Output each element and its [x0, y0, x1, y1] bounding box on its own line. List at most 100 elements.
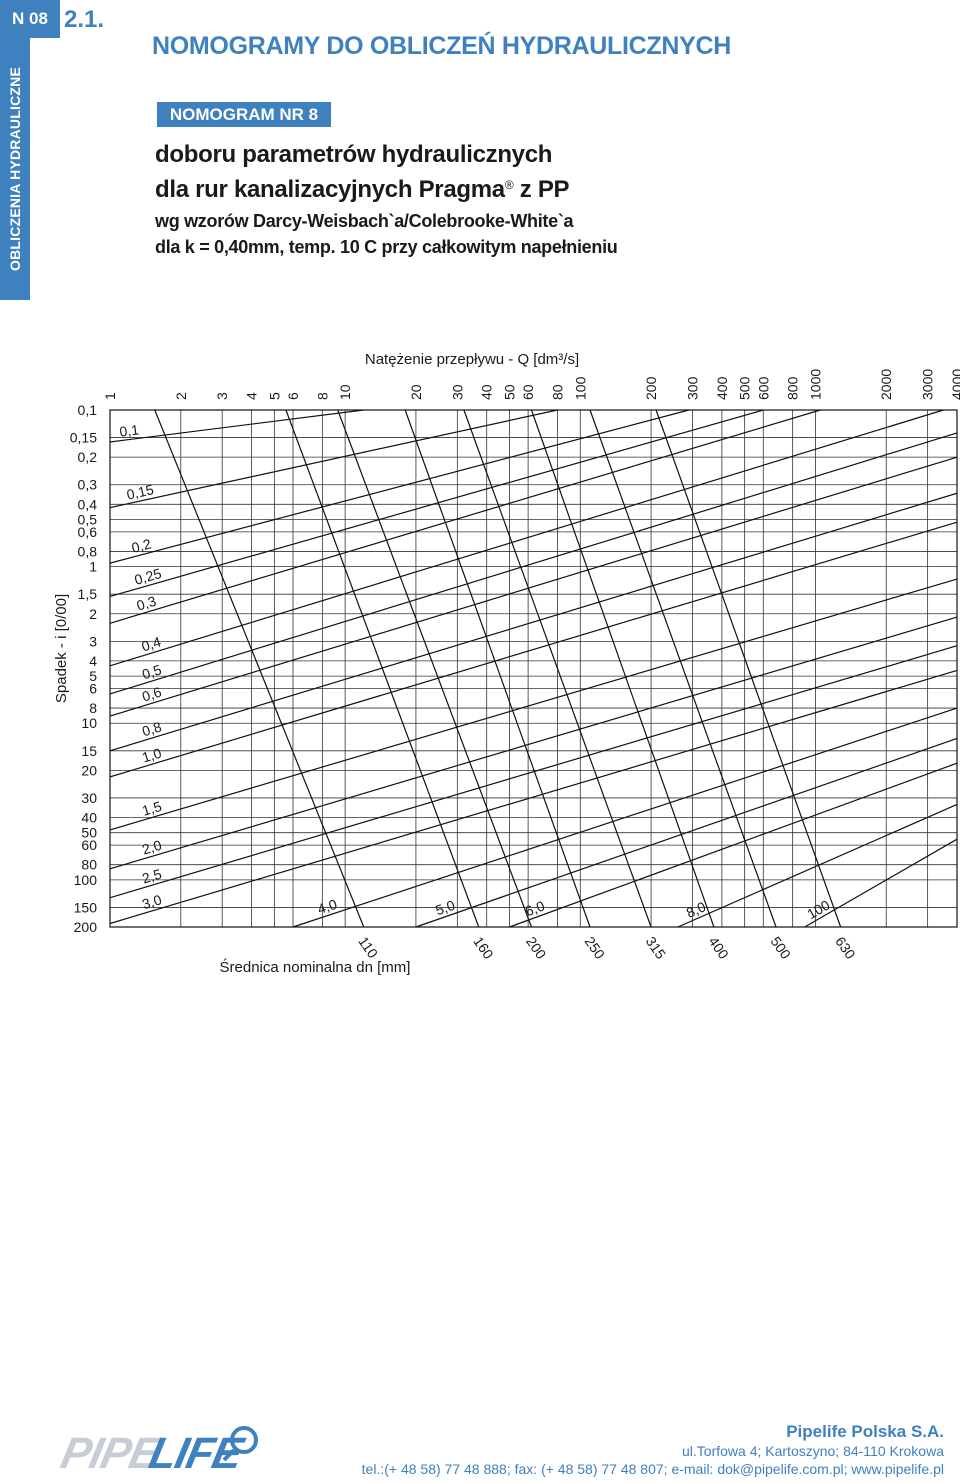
- nomogram-badge: NOMOGRAM NR 8: [157, 102, 331, 127]
- x-tick-label: 30: [449, 384, 465, 400]
- diameter-label: 110: [355, 934, 381, 962]
- diameter-line: [154, 409, 365, 928]
- velocity-line: [109, 456, 958, 717]
- x-tick-label: 3000: [920, 369, 936, 400]
- subtitle-line-1: doboru parametrów hydraulicznych: [155, 141, 553, 168]
- diameter-label: 200: [523, 934, 550, 962]
- y-tick-label: 1,5: [78, 586, 98, 602]
- diameter-label: 250: [582, 934, 609, 962]
- velocity-line: [109, 409, 764, 598]
- x-axis-label: Natężenie przepływu - Q [dm³/s]: [365, 351, 579, 368]
- velocity-line: [109, 521, 958, 778]
- x-tick-label: 40: [479, 384, 495, 400]
- velocity-line: [109, 409, 944, 667]
- pipelife-logo: PIPE LIFE: [48, 1416, 268, 1478]
- x-tick-label: 60: [520, 384, 536, 400]
- x-tick-label: 4: [244, 392, 260, 400]
- y-tick-label: 0,5: [78, 511, 98, 527]
- diameter-label: 630: [832, 934, 859, 962]
- diameter-axis-label: Średnica nominalna dn [mm]: [220, 958, 411, 976]
- velocity-line: [109, 492, 958, 752]
- x-tick-label: 2: [173, 392, 189, 400]
- velocity-line: [109, 409, 690, 564]
- company-address: ul.Torfowa 4; Kartoszyno; 84-110 Krokowa: [682, 1443, 944, 1459]
- y-tick-label: 80: [81, 857, 97, 873]
- x-tick-label: 20: [408, 384, 424, 400]
- velocity-line: [109, 432, 958, 695]
- y-tick-label: 150: [74, 899, 98, 915]
- velocity-label: 2,5: [140, 866, 163, 887]
- company-contact: tel.:(+ 48 58) 77 48 888; fax: (+ 48 58)…: [361, 1461, 944, 1477]
- y-tick-label: 20: [81, 762, 97, 778]
- velocity-line: [109, 616, 958, 870]
- x-tick-label: 1: [102, 392, 118, 400]
- x-tick-label: 600: [755, 376, 771, 400]
- subtitle-line-3: wg wzorów Darcy-Weisbach`a/Colebrooke-Wh…: [155, 211, 574, 231]
- y-tick-label: 0,15: [70, 430, 97, 446]
- x-tick-label: 80: [549, 384, 565, 400]
- velocity-line: [109, 669, 958, 925]
- y-tick-label: 0,6: [78, 524, 98, 540]
- x-tick-label: 100: [572, 376, 588, 400]
- chart-frame: [109, 409, 958, 928]
- velocity-label: 1,0: [140, 745, 163, 766]
- velocity-line: [109, 409, 558, 509]
- page-code-tab: N 08: [0, 0, 60, 38]
- x-tick-label: 1000: [807, 369, 823, 400]
- y-tick-label: 5: [89, 668, 97, 684]
- velocity-label: 4,0: [315, 896, 339, 917]
- svg-text:PIPE: PIPE: [57, 1429, 166, 1477]
- diameter-label: 160: [470, 934, 497, 962]
- velocity-line: [109, 409, 364, 443]
- y-tick-label: 10: [81, 715, 97, 731]
- velocity-label: 100: [804, 896, 832, 922]
- diameter-line: [337, 409, 533, 928]
- velocity-label: 0,3: [135, 593, 158, 614]
- x-tick-label: 50: [502, 384, 518, 400]
- x-tick-label: 500: [737, 376, 753, 400]
- y-tick-label: 0,2: [78, 449, 98, 465]
- velocity-label: 0,4: [140, 633, 164, 654]
- subtitle-line-2-text: dla rur kanalizacyjnych Pragma: [155, 176, 505, 203]
- y-tick-label: 200: [74, 919, 98, 935]
- x-tick-label: 200: [643, 376, 659, 400]
- velocity-line: [292, 707, 958, 928]
- y-axis-label: Spadek - i [0/00]: [53, 594, 70, 703]
- y-tick-label: 6: [89, 680, 97, 696]
- nomogram-chart: 1 2 3 4 5 6 8 10 20 30 40 50 60 80 100 200 300 400 500 600 8…: [53, 351, 960, 976]
- velocity-line: [109, 578, 958, 831]
- velocity-label: 6,0: [523, 897, 547, 919]
- velocity-label: 0,2: [130, 535, 153, 555]
- y-tick-label: 15: [81, 743, 97, 759]
- y-tick-label: 100: [74, 872, 98, 888]
- subtitle-line-4: dla k = 0,40mm, temp. 10 C przy całkowit…: [155, 237, 618, 257]
- x-tick-label: 5: [266, 392, 282, 400]
- diameter-line: [530, 409, 715, 928]
- y-tick-label: 0,1: [78, 402, 98, 418]
- diameter-line: [404, 409, 591, 928]
- x-tick-label: 300: [684, 376, 700, 400]
- velocity-label: 8,0: [684, 898, 708, 921]
- velocity-label: 2,0: [140, 837, 163, 858]
- velocity-line: [109, 645, 958, 899]
- velocity-line: [804, 838, 958, 928]
- velocity-label: 0,25: [133, 565, 164, 588]
- y-tick-label: 1: [89, 559, 97, 575]
- section-number: 2.1.: [64, 6, 105, 33]
- y-tick-label: 50: [81, 825, 97, 841]
- y-tick-label: 0,4: [78, 496, 98, 512]
- velocity-line: [677, 803, 958, 928]
- diameter-label: 315: [643, 934, 670, 962]
- x-tick-label: 10: [337, 384, 353, 400]
- page-title: NOMOGRAMY DO OBLICZEŃ HYDRAULICZNYCH: [152, 32, 732, 60]
- pipelife-logo-icon: PIPE LIFE: [57, 1426, 258, 1478]
- velocity-label: 1,5: [140, 798, 163, 819]
- x-tick-label: 3: [214, 392, 230, 400]
- diameter-label: 500: [768, 934, 795, 962]
- y-tick-label: 2: [89, 606, 97, 622]
- y-tick-label: 30: [81, 790, 97, 806]
- diameter-line: [655, 409, 842, 928]
- y-tick-label: 4: [89, 653, 97, 669]
- y-tick-label: 0,3: [78, 477, 98, 493]
- x-tick-label: 2000: [878, 369, 894, 400]
